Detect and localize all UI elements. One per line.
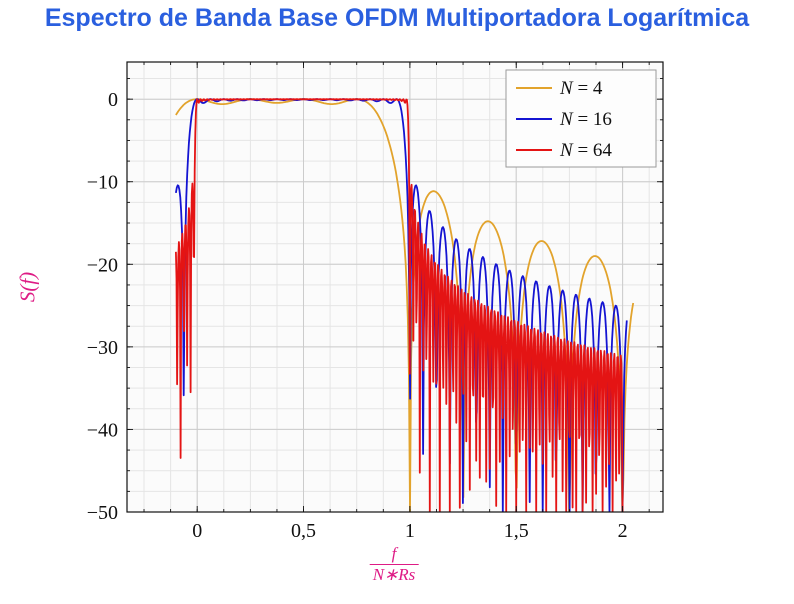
y-tick-label: −20 bbox=[87, 254, 118, 276]
y-tick-label: −40 bbox=[87, 419, 118, 441]
x-axis-label: f N∗Rs bbox=[369, 544, 419, 585]
x-tick-label: 1 bbox=[405, 520, 415, 542]
y-tick-label: 0 bbox=[108, 89, 118, 111]
x-tick-label: 2 bbox=[618, 520, 628, 542]
x-axis-label-numerator: f bbox=[391, 544, 397, 563]
legend-label: N = 64 bbox=[559, 140, 612, 161]
y-tick-label: −10 bbox=[87, 172, 118, 194]
x-tick-label: 1,5 bbox=[504, 520, 529, 542]
x-tick-label: 0 bbox=[192, 520, 202, 542]
legend-label: N = 16 bbox=[559, 109, 612, 130]
series-group bbox=[175, 98, 635, 512]
legend-label: N = 4 bbox=[559, 78, 603, 99]
plot-frame bbox=[126, 61, 664, 513]
y-tick-label: −30 bbox=[87, 337, 118, 359]
y-tick-label: −50 bbox=[87, 502, 118, 524]
x-axis-label-denominator: N∗Rs bbox=[369, 563, 419, 585]
x-tick-label: 0,5 bbox=[291, 520, 316, 542]
chart-title: Espectro de Banda Base OFDM Multiportado… bbox=[44, 4, 750, 32]
series-N-64 bbox=[175, 98, 624, 512]
y-axis-label: S(f) bbox=[15, 271, 40, 303]
